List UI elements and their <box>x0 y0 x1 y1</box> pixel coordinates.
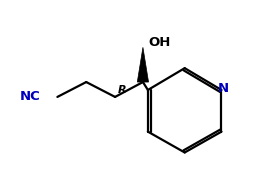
Text: NC: NC <box>20 90 41 103</box>
Text: N: N <box>218 82 229 96</box>
Polygon shape <box>137 47 149 82</box>
Text: OH: OH <box>148 36 170 49</box>
Text: R: R <box>118 85 126 95</box>
